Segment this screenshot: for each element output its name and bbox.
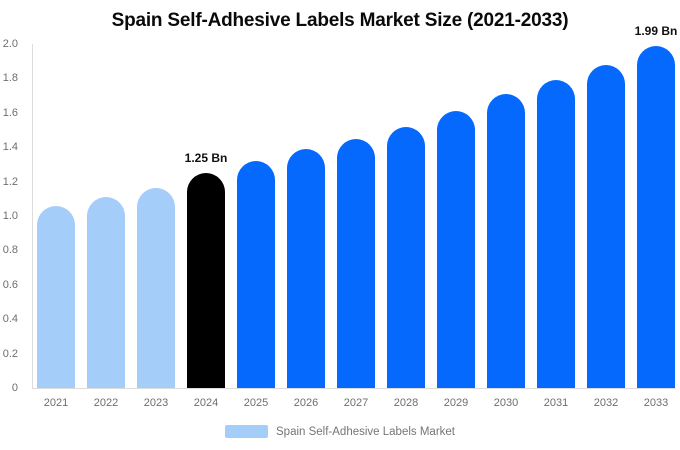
bar-2026[interactable] [287,148,325,388]
legend-swatch-icon [225,425,268,438]
bar-2027[interactable] [337,138,375,388]
legend-label: Spain Self-Adhesive Labels Market [276,425,455,438]
y-axis-line [31,44,33,388]
bar-2033[interactable] [637,45,675,388]
x-axis-line [31,388,676,389]
y-axis-tick-label: 1.8 [2,72,18,85]
bar-2024[interactable] [187,173,225,388]
bar-2023[interactable] [137,188,175,388]
x-axis-label: 2021 [43,397,69,409]
bar-2022[interactable] [87,197,125,388]
x-axis-label: 2027 [343,397,369,409]
y-axis-tick-label: 0 [11,382,18,394]
value-label-2024: 1.25 Bn [184,151,228,165]
x-axis-label: 2023 [143,397,169,409]
bar-2021[interactable] [37,205,75,388]
y-axis-tick-label: 0.6 [2,278,18,291]
bar-2025[interactable] [237,160,275,388]
legend: Spain Self-Adhesive Labels Market [0,425,680,438]
y-axis-tick-label: 0.8 [2,244,18,257]
x-axis-label: 2031 [543,397,569,409]
y-axis-tick-label: 1.2 [2,175,18,188]
y-axis-tick-label: 2.0 [2,38,18,50]
y-axis-tick-label: 1.0 [2,210,18,222]
bar-2030[interactable] [487,93,525,388]
x-axis-label: 2030 [493,397,519,409]
legend-item[interactable]: Spain Self-Adhesive Labels Market [225,425,455,438]
y-axis-tick-label: 0.2 [2,347,18,360]
x-axis-label: 2022 [93,397,119,409]
value-label-2033: 1.99 Bn [634,23,678,38]
bar-2032[interactable] [587,64,625,388]
x-axis-label: 2032 [593,397,619,409]
bar-2031[interactable] [537,80,575,388]
x-axis-label: 2028 [393,397,419,409]
x-axis-label: 2033 [643,397,669,409]
x-axis-label: 2029 [443,397,469,409]
bar-2029[interactable] [437,111,475,388]
chart-title: Spain Self-Adhesive Labels Market Size (… [111,10,569,31]
x-axis-label: 2025 [243,397,269,409]
x-axis-label: 2024 [193,397,219,409]
bar-2028[interactable] [387,126,425,388]
y-axis-tick-label: 0.4 [2,313,18,326]
x-axis-label: 2026 [293,397,319,409]
y-axis-tick-label: 1.4 [2,141,18,154]
y-axis-tick-label: 1.6 [2,106,18,119]
